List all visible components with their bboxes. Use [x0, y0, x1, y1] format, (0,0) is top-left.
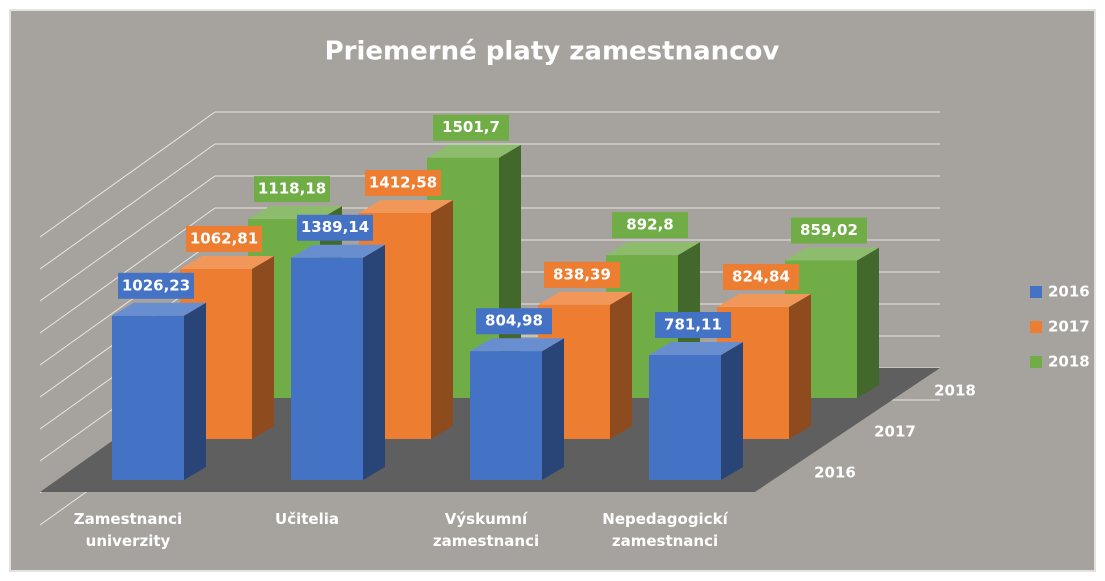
legend-label: 2017: [1048, 318, 1090, 336]
x-tick-label: Výskumní zamestnanci: [432, 510, 540, 550]
data-label-box: [297, 214, 373, 241]
bar-top: [180, 255, 274, 269]
data-label-box: [476, 308, 552, 335]
bar: [649, 355, 721, 480]
bar-top: [649, 342, 743, 356]
legend-label: 2016: [1048, 283, 1090, 301]
chart-title: Priemerné platy zamestnancov: [325, 37, 780, 67]
bar-top: [112, 302, 206, 316]
data-label: 892,8: [626, 216, 673, 234]
legend-swatch: [1030, 286, 1042, 298]
bar-top: [359, 199, 453, 213]
depth-label: 2016: [814, 464, 856, 482]
depth-label: 2017: [874, 423, 916, 441]
bar-side: [857, 247, 879, 398]
bar-top: [470, 338, 564, 352]
data-label-box: [723, 264, 799, 291]
bar-top: [785, 247, 879, 261]
bar: [291, 257, 363, 480]
data-label-box: [118, 272, 194, 299]
bar-top: [291, 244, 385, 258]
data-label: 804,98: [485, 312, 543, 330]
data-label: 1062,81: [190, 229, 258, 247]
data-label: 838,39: [553, 265, 611, 283]
data-label: 1389,14: [301, 218, 369, 236]
data-label-box: [254, 176, 330, 203]
data-label: 1412,58: [369, 173, 437, 191]
legend-label: 2018: [1048, 353, 1090, 371]
bar-top: [427, 144, 521, 158]
x-tick-label: Nepedagogickí zamestnanci: [602, 510, 728, 550]
data-label: 1118,18: [258, 180, 326, 198]
data-label: 1501,7: [442, 118, 500, 136]
data-label-box: [655, 312, 731, 339]
grid-line: [39, 143, 216, 270]
bar-side: [431, 199, 453, 439]
bar-top: [606, 242, 700, 256]
bar: [112, 315, 184, 480]
data-label: 859,02: [800, 221, 858, 239]
data-label: 824,84: [732, 268, 790, 286]
bar-side: [610, 291, 632, 439]
grid-line: [39, 175, 216, 302]
grid-line: [39, 239, 216, 366]
bar-side: [363, 244, 385, 480]
bar-side: [252, 255, 274, 439]
depth-label: 2018: [934, 382, 976, 400]
bar-top: [717, 294, 811, 308]
bar-side: [789, 294, 811, 439]
grid-line: [39, 111, 216, 238]
bar-side: [721, 342, 743, 480]
bar-side: [499, 144, 521, 398]
legend-swatch: [1030, 356, 1042, 368]
data-label-box: [365, 169, 441, 196]
data-label-box: [433, 114, 509, 141]
data-label-box: [544, 261, 620, 288]
data-label-box: [612, 212, 688, 239]
data-label: 781,11: [664, 316, 722, 334]
data-label-box: [791, 217, 867, 244]
legend-swatch: [1030, 321, 1042, 333]
grid-line: [39, 207, 216, 334]
bar: [470, 351, 542, 480]
bar-side: [542, 338, 564, 480]
x-tick-label: Učitelia: [275, 510, 339, 528]
data-label: 1026,23: [122, 276, 190, 294]
bar-top: [538, 291, 632, 305]
bar-side: [184, 302, 206, 480]
data-label-box: [186, 225, 262, 252]
x-tick-label: Zamestnanci univerzity: [73, 510, 183, 550]
